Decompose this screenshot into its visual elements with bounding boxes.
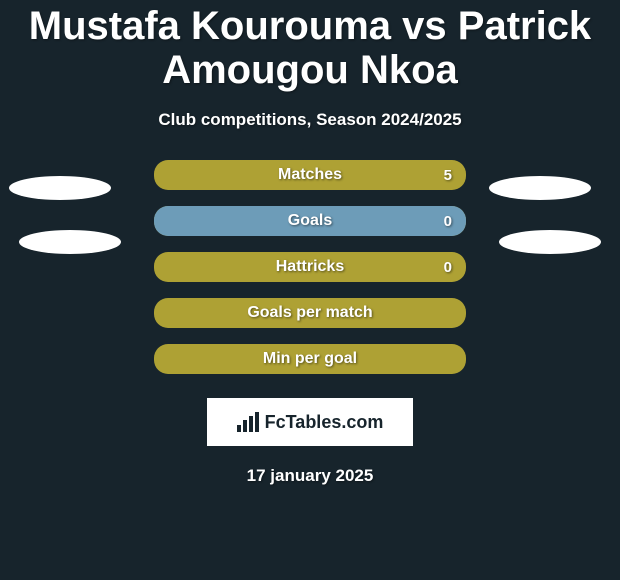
bar-wrap: Goals per match [154,298,466,328]
content-root: Mustafa Kourouma vs Patrick Amougou Nkoa… [0,0,620,580]
bar-chart-icon [237,412,259,432]
stat-bar [154,344,466,374]
stat-value: 0 [444,206,452,236]
logo-box[interactable]: FcTables.com [207,398,413,446]
stat-bar [154,160,466,190]
page-title: Mustafa Kourouma vs Patrick Amougou Nkoa [0,4,620,92]
bar-wrap: Goals0 [154,206,466,236]
bar-wrap: Hattricks0 [154,252,466,282]
stat-bar-overlay [154,206,466,236]
right-marker-ellipse [499,230,601,254]
bar-wrap: Min per goal [154,344,466,374]
right-marker-ellipse [489,176,591,200]
stat-bar [154,252,466,282]
logo-text: FcTables.com [265,412,384,433]
left-marker-ellipse [19,230,121,254]
comparison-row: Min per goal [0,344,620,374]
stat-value: 5 [444,160,452,190]
stat-value: 0 [444,252,452,282]
bar-wrap: Matches5 [154,160,466,190]
comparison-row: Goals per match [0,298,620,328]
subtitle: Club competitions, Season 2024/2025 [158,110,461,130]
left-marker-ellipse [9,176,111,200]
generation-date: 17 january 2025 [247,466,374,486]
comparison-row: Hattricks0 [0,252,620,282]
stat-bar [154,298,466,328]
